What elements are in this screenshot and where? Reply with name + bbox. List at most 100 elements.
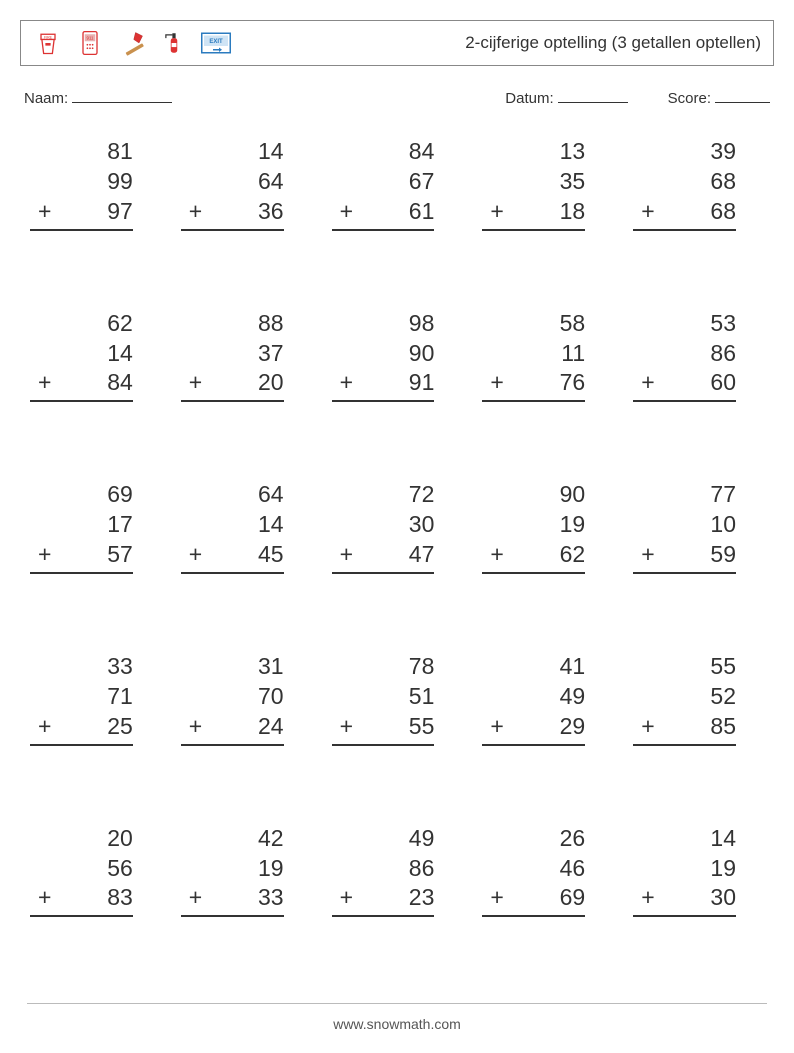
addend-3-line: +45 <box>181 540 284 574</box>
problem: 7851+55 <box>332 652 453 772</box>
answer-blank <box>332 921 435 943</box>
addend-2: 19 <box>633 854 736 884</box>
addend-3-line: +60 <box>633 368 736 402</box>
plus-operator: + <box>490 540 503 570</box>
addend-2: 14 <box>181 510 284 540</box>
answer-blank <box>332 406 435 428</box>
problem: 7230+47 <box>332 480 453 600</box>
addend-1: 13 <box>482 137 585 167</box>
addend-1: 14 <box>633 824 736 854</box>
header-icons: FIRE 911 <box>33 28 231 58</box>
addend-3-line: +83 <box>30 883 133 917</box>
addend-3-line: +57 <box>30 540 133 574</box>
problem: 6214+84 <box>30 309 151 429</box>
answer-blank <box>181 750 284 772</box>
addend-2: 56 <box>30 854 133 884</box>
addend-3-line: +36 <box>181 197 284 231</box>
addend-1: 33 <box>30 652 133 682</box>
addend-2: 99 <box>30 167 133 197</box>
answer-blank <box>482 921 585 943</box>
answer-blank <box>633 750 736 772</box>
addend-2: 64 <box>181 167 284 197</box>
info-row: Naam: Datum: Score: <box>20 88 774 107</box>
problem: 9890+91 <box>332 309 453 429</box>
answer-blank <box>30 921 133 943</box>
fire-extinguisher-icon <box>159 28 189 58</box>
answer-blank <box>30 406 133 428</box>
problem: 6414+45 <box>181 480 302 600</box>
answer-blank <box>30 578 133 600</box>
addend-1: 64 <box>181 480 284 510</box>
addend-3-line: +85 <box>633 712 736 746</box>
addend-1: 84 <box>332 137 435 167</box>
problem: 4219+33 <box>181 824 302 944</box>
addend-3-line: +69 <box>482 883 585 917</box>
addend-1: 98 <box>332 309 435 339</box>
addend-3-line: +61 <box>332 197 435 231</box>
addend-1: 49 <box>332 824 435 854</box>
addend-1: 62 <box>30 309 133 339</box>
problem: 5386+60 <box>633 309 754 429</box>
addend-1: 58 <box>482 309 585 339</box>
addend-3-line: +91 <box>332 368 435 402</box>
addend-2: 30 <box>332 510 435 540</box>
addend-1: 39 <box>633 137 736 167</box>
problem: 8467+61 <box>332 137 453 257</box>
answer-blank <box>30 750 133 772</box>
addend-2: 70 <box>181 682 284 712</box>
plus-operator: + <box>641 197 654 227</box>
plus-operator: + <box>189 712 202 742</box>
plus-operator: + <box>189 197 202 227</box>
addend-3-line: +59 <box>633 540 736 574</box>
answer-blank <box>633 921 736 943</box>
addend-2: 11 <box>482 339 585 369</box>
score-label: Score: <box>668 88 770 107</box>
answer-blank <box>30 235 133 257</box>
footer-link[interactable]: www.snowmath.com <box>333 1016 461 1032</box>
plus-operator: + <box>340 883 353 913</box>
addend-1: 77 <box>633 480 736 510</box>
problems-grid: 8199+971464+368467+611335+183968+686214+… <box>20 137 774 943</box>
plus-operator: + <box>490 368 503 398</box>
addend-2: 71 <box>30 682 133 712</box>
addend-1: 41 <box>482 652 585 682</box>
answer-blank <box>181 578 284 600</box>
addend-1: 88 <box>181 309 284 339</box>
fire-bucket-icon: FIRE <box>33 28 63 58</box>
plus-operator: + <box>641 368 654 398</box>
plus-operator: + <box>38 368 51 398</box>
plus-operator: + <box>38 197 51 227</box>
addend-2: 86 <box>633 339 736 369</box>
problem: 5552+85 <box>633 652 754 772</box>
addend-1: 55 <box>633 652 736 682</box>
plus-operator: + <box>490 712 503 742</box>
addend-3-line: +24 <box>181 712 284 746</box>
problem: 1419+30 <box>633 824 754 944</box>
answer-blank <box>482 750 585 772</box>
plus-operator: + <box>189 368 202 398</box>
addend-3-line: +84 <box>30 368 133 402</box>
plus-operator: + <box>641 540 654 570</box>
addend-3-line: +25 <box>30 712 133 746</box>
problem: 1335+18 <box>482 137 603 257</box>
addend-3-line: +18 <box>482 197 585 231</box>
addend-3-line: +47 <box>332 540 435 574</box>
addend-3-line: +55 <box>332 712 435 746</box>
problem: 2056+83 <box>30 824 151 944</box>
addend-2: 19 <box>181 854 284 884</box>
problem: 9019+62 <box>482 480 603 600</box>
addend-3-line: +97 <box>30 197 133 231</box>
problem: 3968+68 <box>633 137 754 257</box>
problem: 8199+97 <box>30 137 151 257</box>
problem: 3371+25 <box>30 652 151 772</box>
addend-2: 17 <box>30 510 133 540</box>
svg-text:EXIT: EXIT <box>209 39 223 45</box>
addend-2: 49 <box>482 682 585 712</box>
addend-1: 14 <box>181 137 284 167</box>
addend-2: 37 <box>181 339 284 369</box>
addend-2: 46 <box>482 854 585 884</box>
addend-3-line: +29 <box>482 712 585 746</box>
plus-operator: + <box>641 712 654 742</box>
plus-operator: + <box>340 712 353 742</box>
plus-operator: + <box>189 883 202 913</box>
